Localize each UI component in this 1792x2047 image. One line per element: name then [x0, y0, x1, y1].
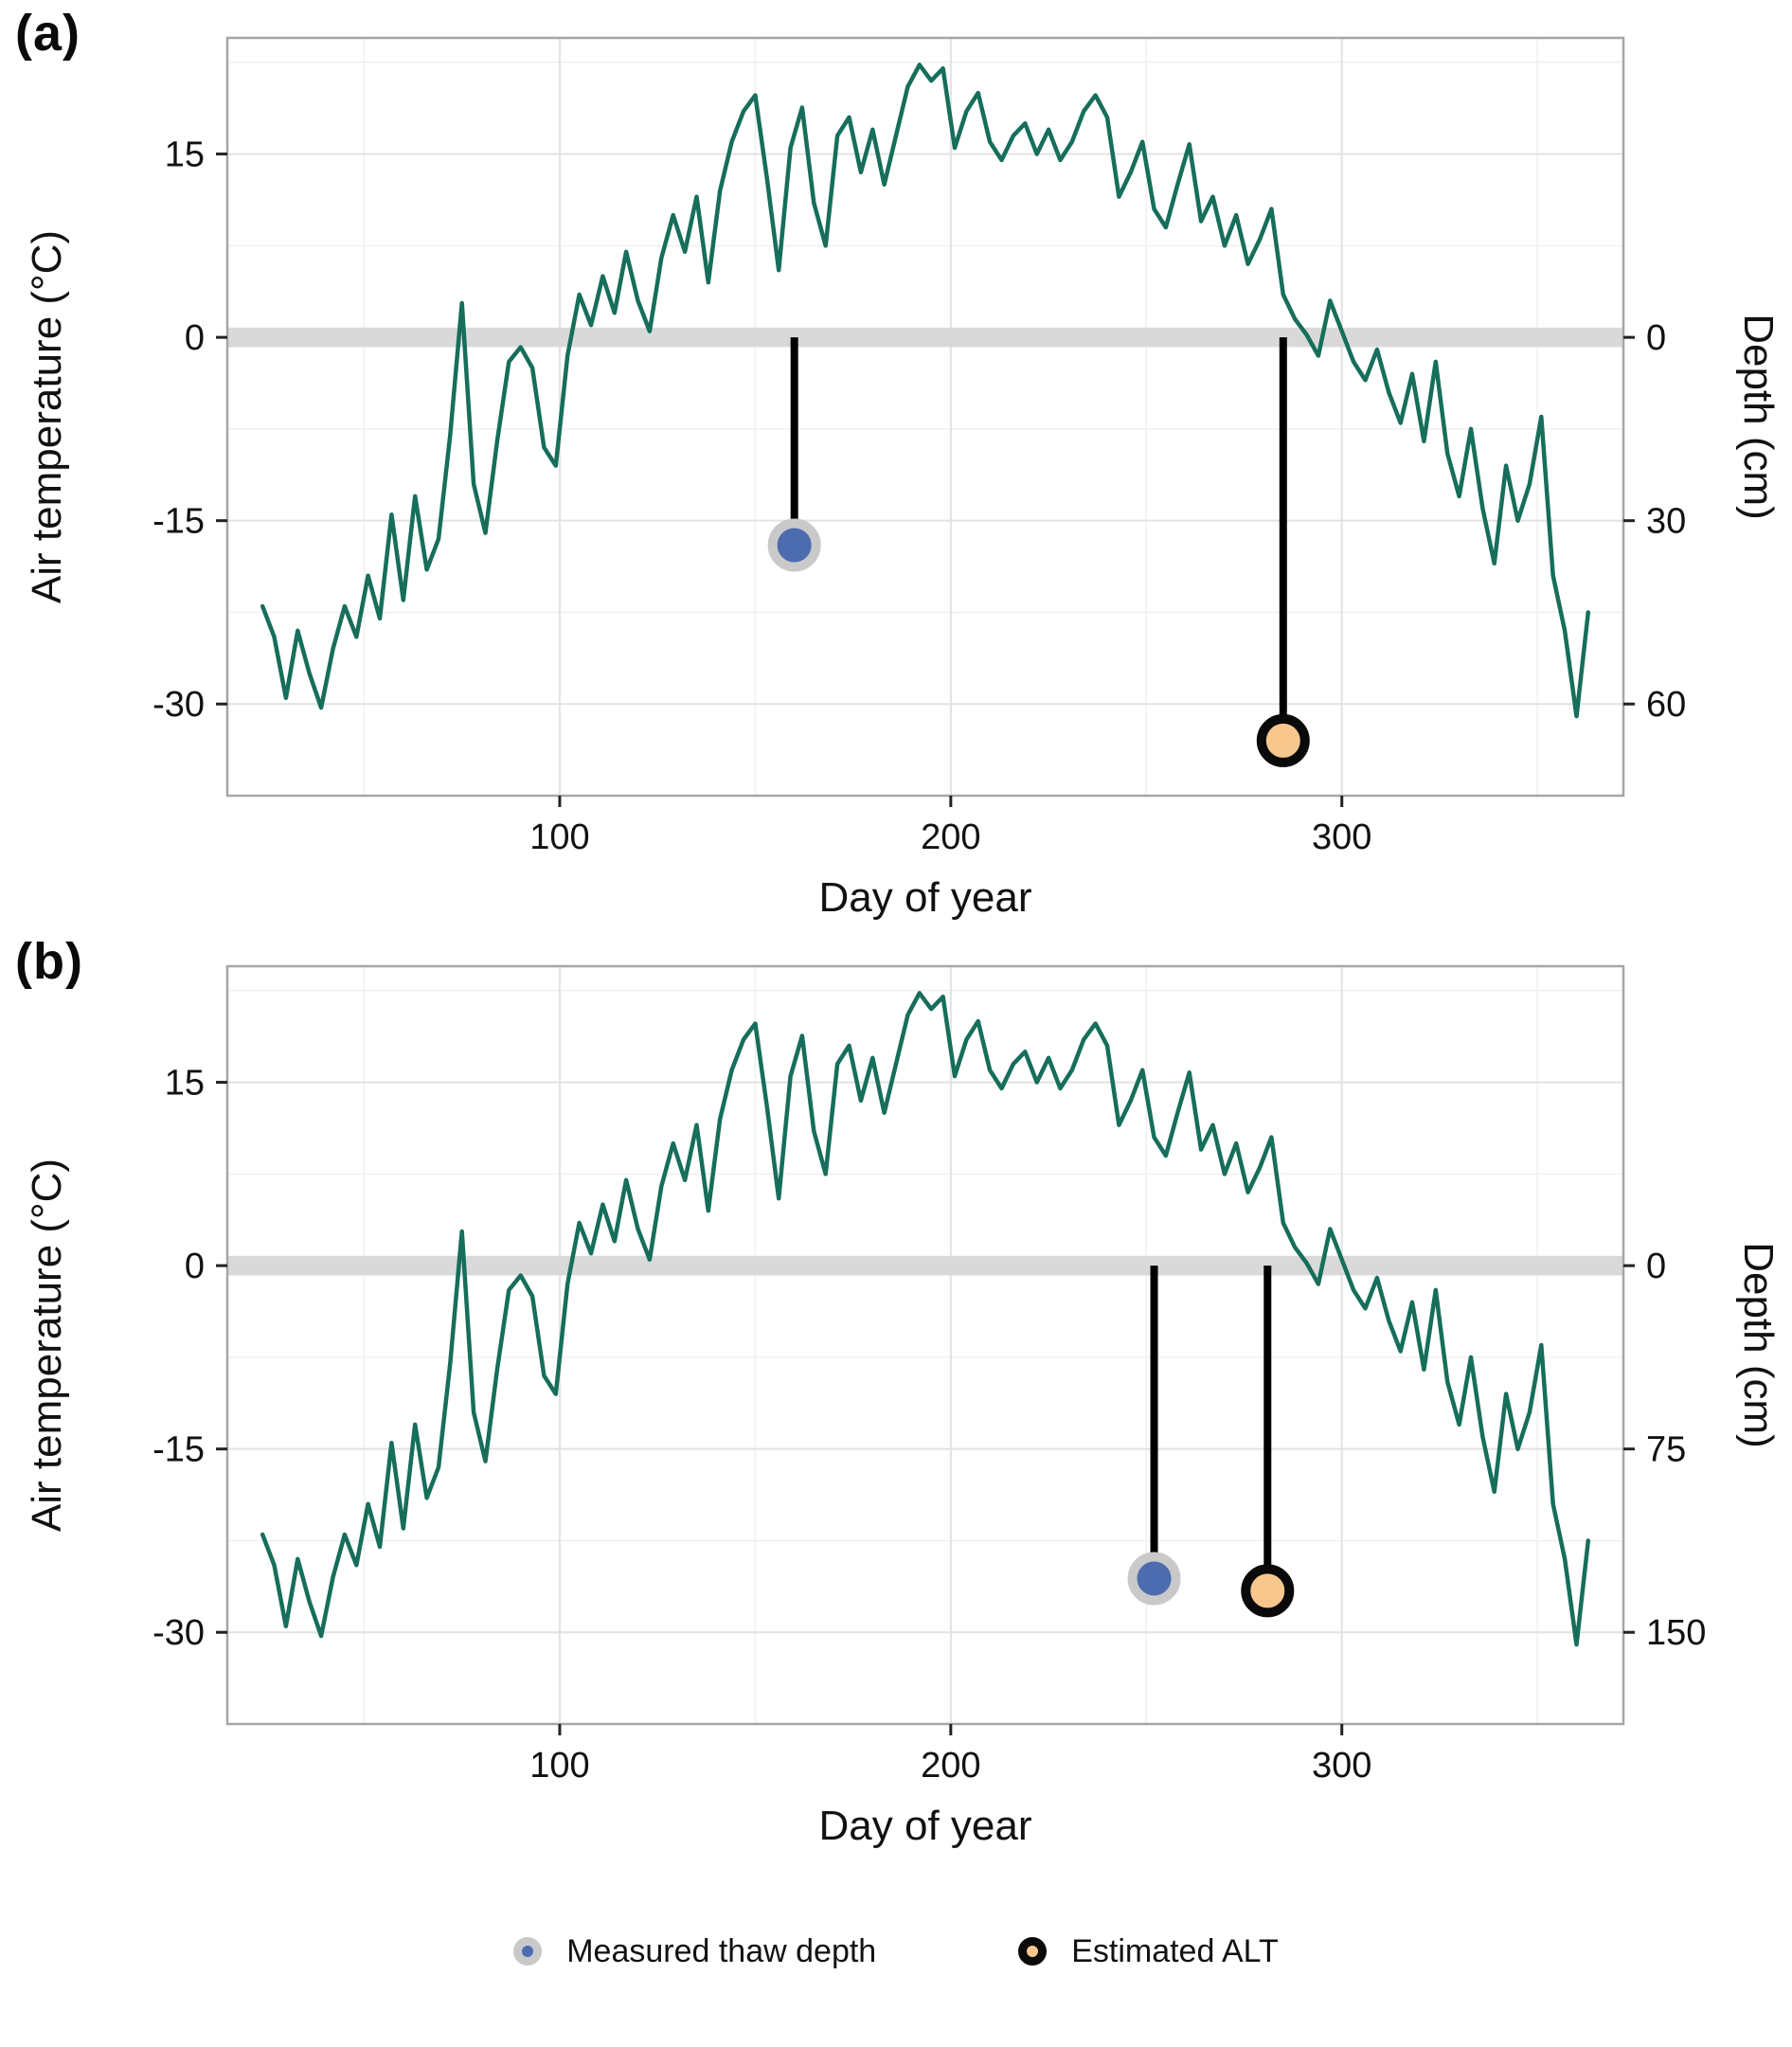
x-axis-tick-label: 100 [529, 1746, 589, 1786]
right-axis-title: Depth (cm) [1735, 314, 1782, 520]
left-axis-title: Air temperature (°C) [24, 230, 70, 603]
y-axis-tick-label: -15 [152, 502, 205, 542]
x-axis-tick-label: 200 [921, 817, 980, 857]
plot-background [227, 966, 1623, 1724]
legend-item-estimated-alt: Estimated ALT [1018, 1933, 1279, 1970]
y-axis-tick-label: 0 [185, 318, 205, 358]
air-temperature-line [260, 63, 1591, 719]
ground-surface-band [227, 327, 1623, 348]
x-axis-tick-label: 200 [921, 1746, 980, 1786]
panel-border [225, 36, 1625, 798]
plot-background [227, 38, 1623, 796]
x-axis-tick-label: 300 [1312, 817, 1371, 857]
panel-a: (a) 15 0 -15 -30 0 30 60 100 200 300 Day of year Ai… [0, 0, 1792, 928]
right-axis-tick-label: 60 [1646, 685, 1686, 725]
ground-surface-band [227, 1255, 1623, 1276]
panel-b-label: (b) [15, 933, 83, 990]
y-axis-tick-label: -15 [152, 1430, 205, 1470]
left-axis-title: Air temperature (°C) [24, 1158, 70, 1532]
y-axis-tick-label: -30 [152, 685, 205, 725]
legend-item-measured-thaw-depth: Measured thaw depth [513, 1933, 876, 1970]
y-axis-tick-label: 0 [185, 1247, 205, 1286]
measured-thaw-depth-swatch-icon [513, 1937, 543, 1966]
legend-label-estimated-alt: Estimated ALT [1071, 1932, 1279, 1969]
right-axis-tick-label: 30 [1646, 502, 1686, 542]
right-axis-tick-label: 0 [1646, 1247, 1666, 1286]
panel-a-chart: 15 0 -15 -30 0 30 60 100 200 300 Day of year Air te… [24, 36, 1782, 921]
panel-b: (b) 15 0 -15 -30 0 75 150 100 200 300 Day of year A… [0, 928, 1792, 1857]
measured-thaw-depth-marker [767, 518, 821, 572]
y-axis-tick-label: 15 [165, 135, 205, 175]
estimated-alt-marker [1241, 1564, 1295, 1618]
x-axis-tick-label: 300 [1312, 1746, 1371, 1786]
x-axis-tick-label: 100 [529, 817, 589, 857]
y-axis-tick-label: 15 [165, 1064, 205, 1104]
x-axis-title: Day of year [819, 1803, 1032, 1849]
y-axis-tick-label: -30 [152, 1613, 205, 1653]
estimated-alt-swatch-icon [1018, 1937, 1048, 1966]
measured-thaw-depth-marker [1127, 1552, 1181, 1606]
legend: Measured thaw depth Estimated ALT [0, 1857, 1792, 2046]
estimated-alt-marker [1256, 713, 1310, 767]
air-temperature-line [260, 991, 1591, 1647]
right-axis-title: Depth (cm) [1735, 1242, 1782, 1448]
panel-border [225, 964, 1625, 1726]
x-axis-title: Day of year [819, 874, 1032, 921]
right-axis-tick-label: 75 [1646, 1430, 1686, 1470]
panel-a-label: (a) [15, 5, 81, 62]
legend-label-measured-thaw-depth: Measured thaw depth [566, 1932, 877, 1969]
right-axis-tick-label: 0 [1646, 318, 1666, 358]
right-axis-tick-label: 150 [1646, 1613, 1706, 1653]
